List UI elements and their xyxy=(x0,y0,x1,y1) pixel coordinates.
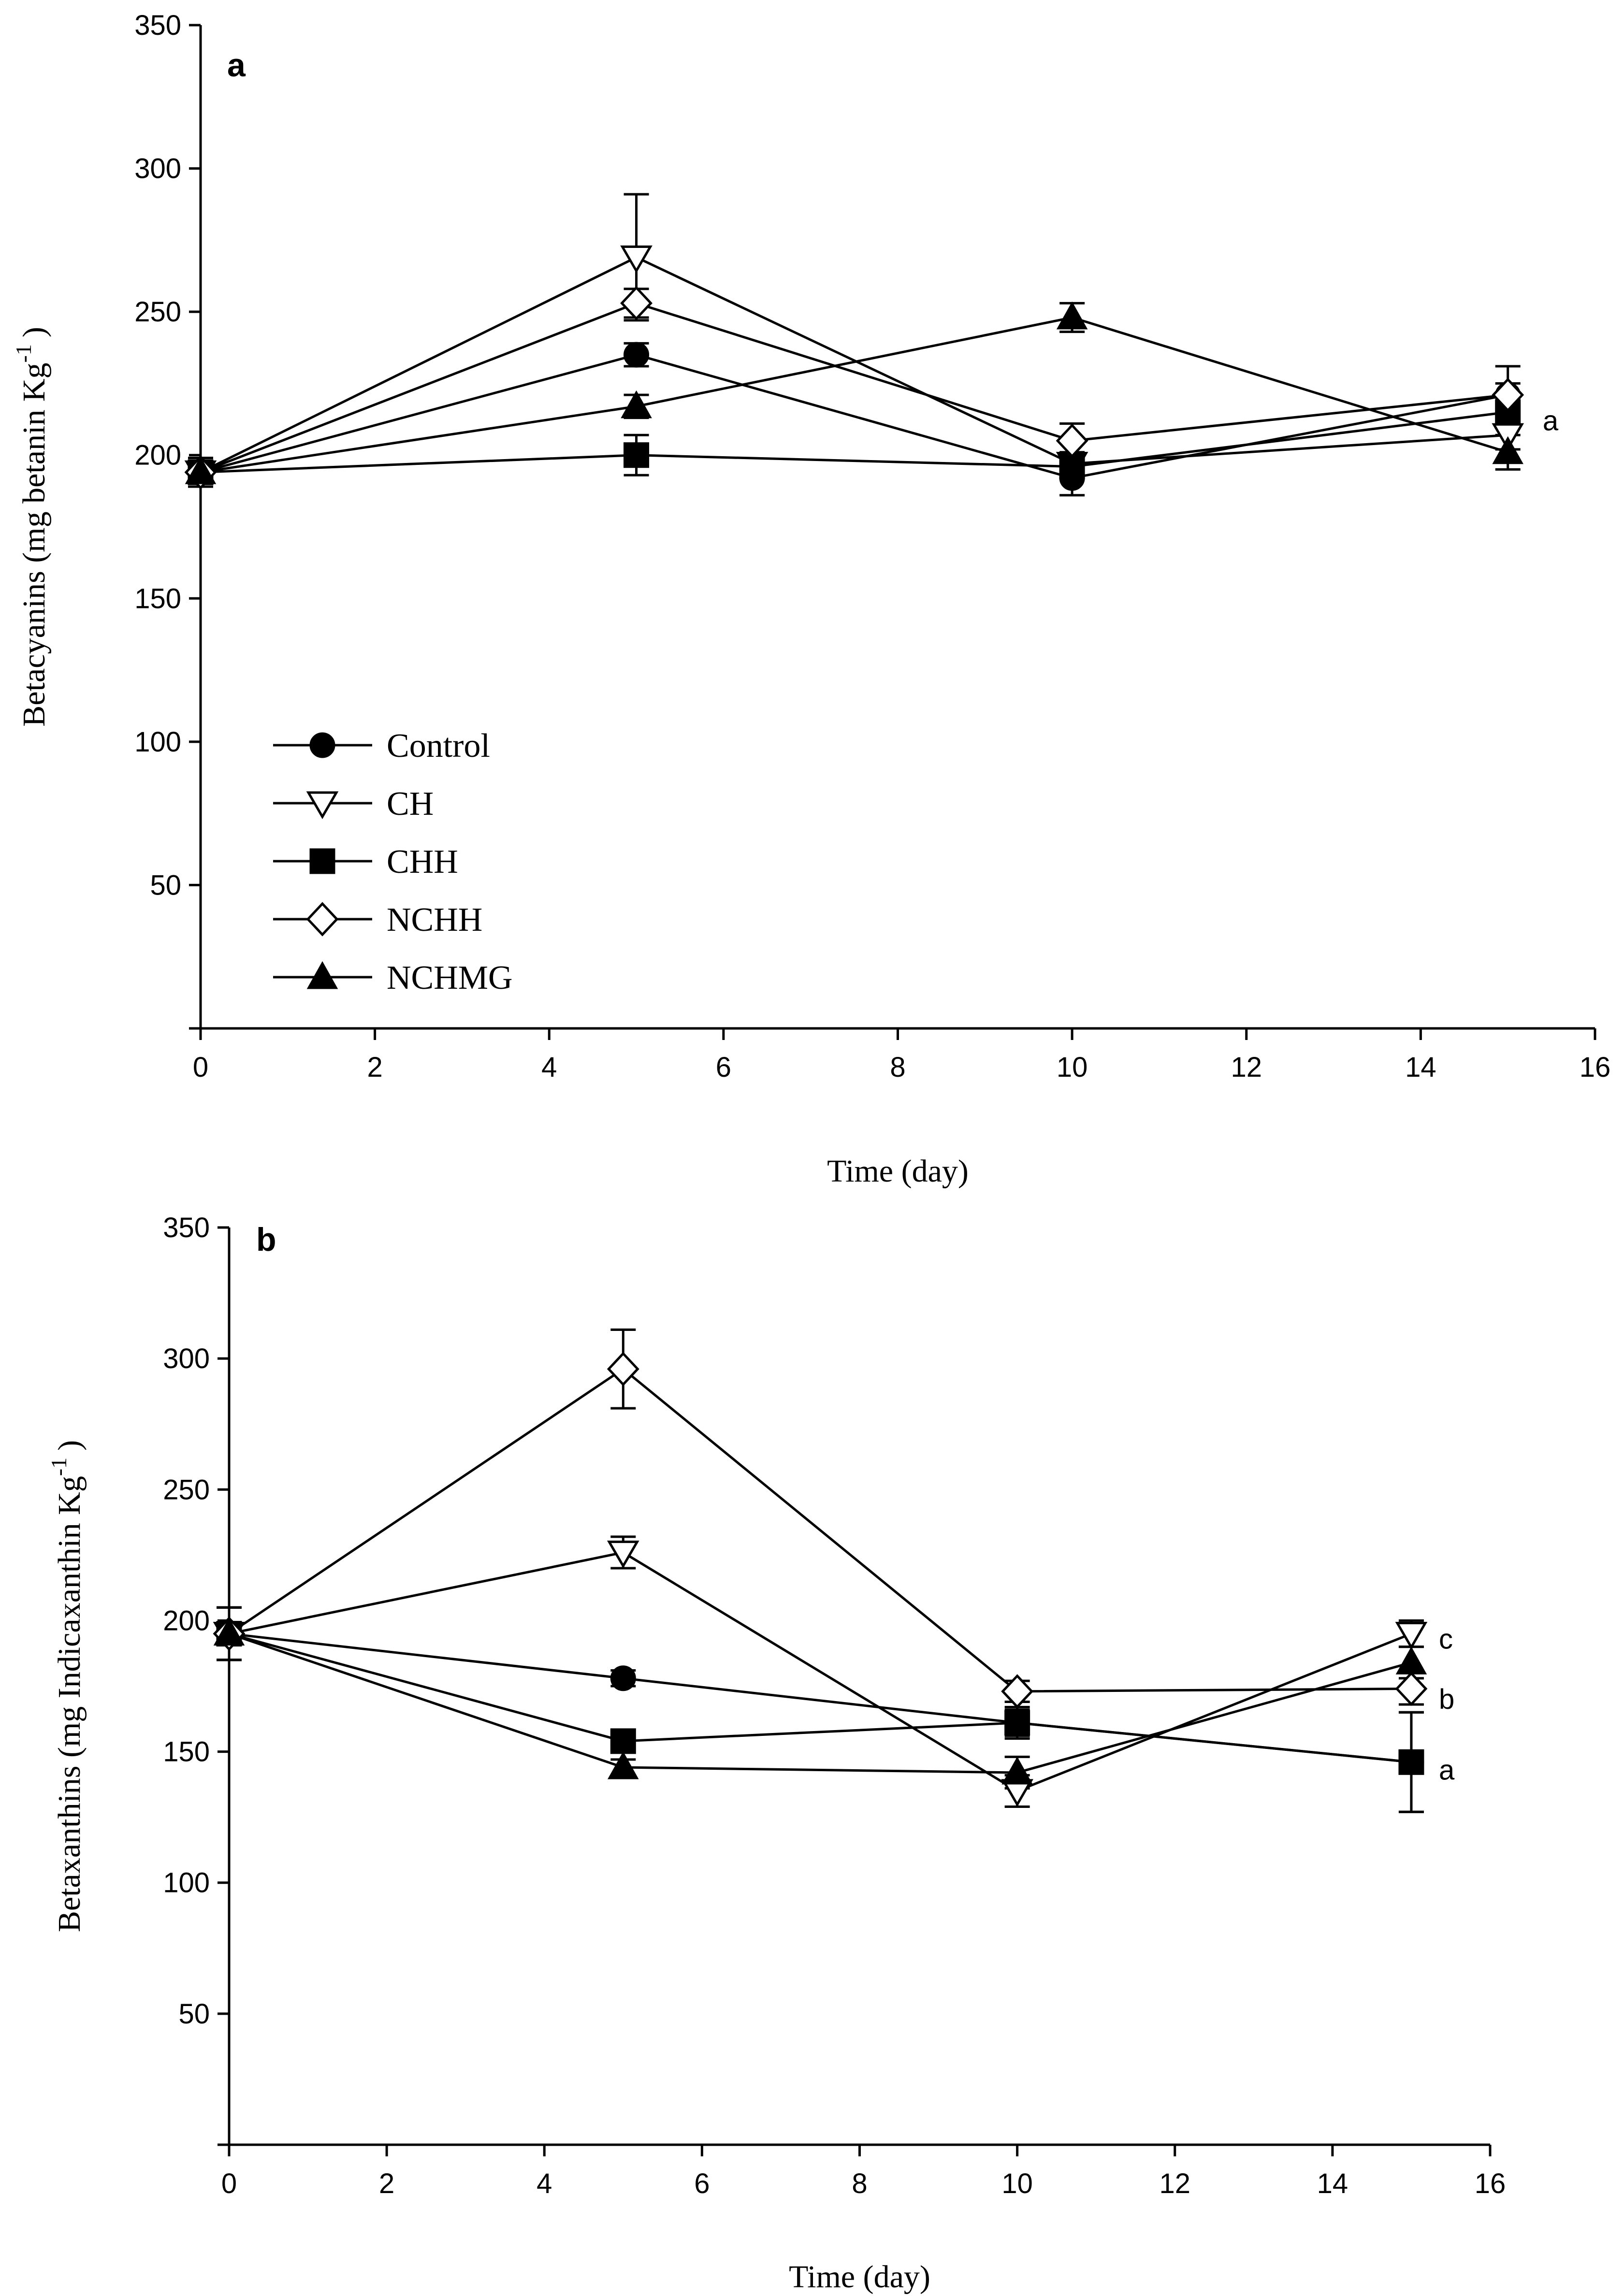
data-point-control xyxy=(610,1665,636,1691)
legend-marker xyxy=(309,848,335,874)
data-point-chh xyxy=(1004,1710,1030,1736)
x-tick-label: 6 xyxy=(694,2168,710,2199)
x-tick-label: 0 xyxy=(193,1052,208,1083)
data-point-nchmg xyxy=(1492,436,1523,464)
x-tick-label: 4 xyxy=(536,2168,552,2199)
data-point-nchmg xyxy=(1001,1756,1033,1785)
x-tick-label: 0 xyxy=(221,2168,237,2199)
x-tick-label: 4 xyxy=(541,1052,557,1083)
legend-label-chh: CHH xyxy=(387,843,458,881)
y-tick-label: 150 xyxy=(163,1736,210,1768)
x-tick-label: 10 xyxy=(1057,1052,1088,1083)
data-point-nchmg xyxy=(621,390,652,419)
significance-letter: c xyxy=(1439,1623,1453,1655)
panel-label: a xyxy=(227,47,246,84)
y-tick-label: 200 xyxy=(163,1605,210,1636)
x-tick-label: 10 xyxy=(1001,2168,1033,2199)
x-tick-label: 14 xyxy=(1405,1052,1436,1083)
x-tick-label: 6 xyxy=(716,1052,731,1083)
data-point-nchh xyxy=(1001,1674,1034,1709)
y-tick-label: 300 xyxy=(134,153,181,185)
data-point-chh xyxy=(1059,453,1085,479)
data-point-nchh xyxy=(1492,377,1524,412)
series-line-chh xyxy=(229,1632,1412,1763)
series-line-ch xyxy=(200,256,1508,474)
y-tick-label: 300 xyxy=(163,1343,210,1374)
data-point-chh xyxy=(624,442,650,468)
y-tick-label: 250 xyxy=(163,1474,210,1505)
y-tick-label: 100 xyxy=(134,726,181,758)
x-axis-title: Time (day) xyxy=(789,2259,930,2295)
data-point-nchmg xyxy=(1395,1646,1427,1675)
y-tick-label: 50 xyxy=(150,869,181,901)
y-tick-label: 100 xyxy=(163,1867,210,1899)
data-point-nchh xyxy=(1395,1671,1428,1706)
y-axis-title: Betaxanthins (mg Indicaxanthin Kg-1) xyxy=(46,1440,87,1932)
x-tick-label: 2 xyxy=(379,2168,394,2199)
panel-label: b xyxy=(256,1221,276,1258)
panel-b-betaxanthins-chart: 50 100 150 200 250 300 350 0 2 4 6 8 10 12 14 16 Time (d… xyxy=(46,1212,1506,2295)
legend-label-nchmg: NCHMG xyxy=(387,959,513,996)
series-line-nchh xyxy=(228,1367,1411,1693)
legend-marker xyxy=(306,902,339,937)
series-line-nchh xyxy=(200,302,1508,474)
data-point-nchmg xyxy=(185,456,217,484)
x-tick-label: 8 xyxy=(852,2168,867,2199)
series-line-chh xyxy=(200,411,1508,474)
legend-marker xyxy=(306,791,339,819)
y-tick-label: 150 xyxy=(134,583,181,614)
data-point-control xyxy=(624,342,650,368)
series-line-control xyxy=(200,353,1508,479)
data-point-nchmg xyxy=(1056,301,1088,330)
legend-label-control: Control xyxy=(387,727,490,765)
data-point-nchh xyxy=(620,286,652,321)
data-point-nchh xyxy=(1056,423,1088,458)
series-line-nchmg xyxy=(200,316,1508,474)
legend-label-ch: CH xyxy=(387,785,434,823)
significance-letter: a xyxy=(1543,405,1559,437)
series-line-nchmg xyxy=(229,1632,1412,1774)
data-point-chh xyxy=(1398,1749,1424,1775)
data-point-chh xyxy=(610,1728,636,1754)
y-tick-label: 200 xyxy=(134,440,181,471)
series-line-control xyxy=(229,1632,1412,1763)
data-point-nchmg xyxy=(608,1751,639,1779)
y-tick-label: 350 xyxy=(134,10,181,41)
panel-a-betacyanins-chart: 50 100 150 200 250 300 350 0 2 4 6 8 10 12 14 16 Time (d… xyxy=(11,10,1610,1189)
x-tick-label: 8 xyxy=(890,1052,905,1083)
legend-marker xyxy=(306,961,338,989)
x-tick-label: 14 xyxy=(1317,2168,1348,2199)
y-tick-label: 250 xyxy=(134,296,181,328)
series-line-ch xyxy=(229,1551,1412,1792)
data-point-ch xyxy=(620,245,652,274)
x-tick-label: 12 xyxy=(1159,2168,1190,2199)
y-tick-label: 350 xyxy=(163,1212,210,1243)
data-point-ch xyxy=(607,1540,639,1569)
legend-label-nchh: NCHH xyxy=(387,901,482,939)
y-tick-label: 50 xyxy=(178,1998,210,2030)
significance-letter: a xyxy=(1439,1755,1455,1786)
legend-marker xyxy=(309,732,335,758)
data-point-ch xyxy=(1395,1622,1428,1650)
x-tick-label: 16 xyxy=(1475,2168,1506,2199)
x-axis-title: Time (day) xyxy=(827,1154,969,1189)
legend: Control CH CHH NCHH NCHMG xyxy=(273,727,513,996)
y-axis-title: Betacyanins (mg betanin Kg-1) xyxy=(11,327,52,727)
x-tick-label: 2 xyxy=(367,1052,382,1083)
x-tick-label: 12 xyxy=(1231,1052,1262,1083)
x-tick-label: 16 xyxy=(1580,1052,1611,1083)
significance-letter: b xyxy=(1439,1684,1454,1715)
data-point-nchh xyxy=(607,1352,639,1386)
data-point-nchmg xyxy=(213,1617,245,1646)
